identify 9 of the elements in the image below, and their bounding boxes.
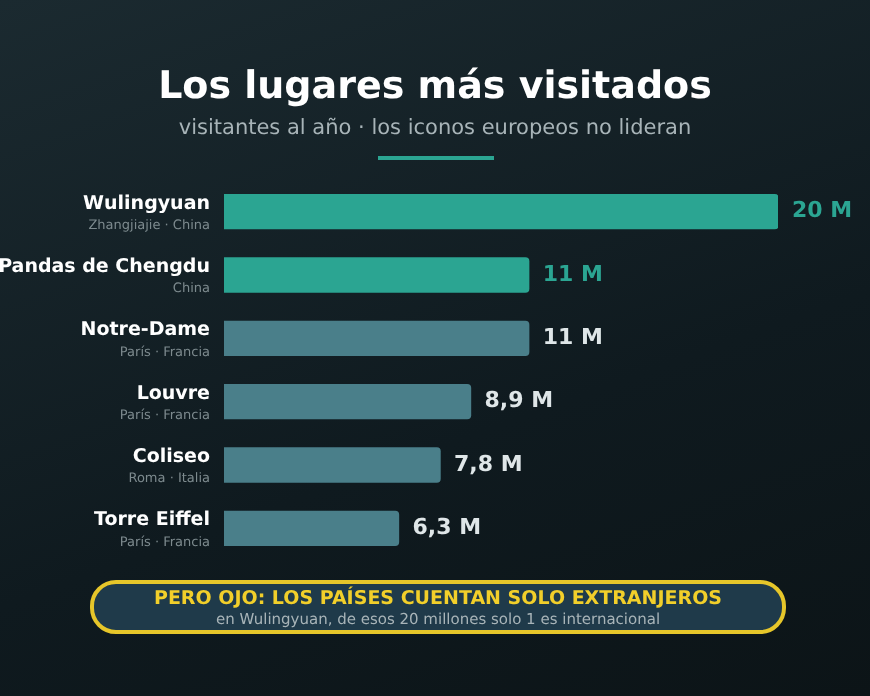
data-label: 6,3 M bbox=[412, 514, 482, 541]
chart-title: Los lugares más visitados bbox=[156, 64, 714, 108]
data-label: 11 M bbox=[542, 324, 603, 351]
text: PERO OJO: LOS PAÍSES CUENTAN SOLO EXTRANJEROS bbox=[151, 588, 724, 610]
data-label: 20 M bbox=[792, 197, 853, 224]
data-label: 8,9 M bbox=[484, 387, 554, 414]
chart-subtitle: visitantes al año · los iconos europeos no lideran bbox=[176, 116, 694, 140]
data-label: 11 M bbox=[542, 260, 603, 287]
data-label: 7,8 M bbox=[454, 450, 523, 477]
